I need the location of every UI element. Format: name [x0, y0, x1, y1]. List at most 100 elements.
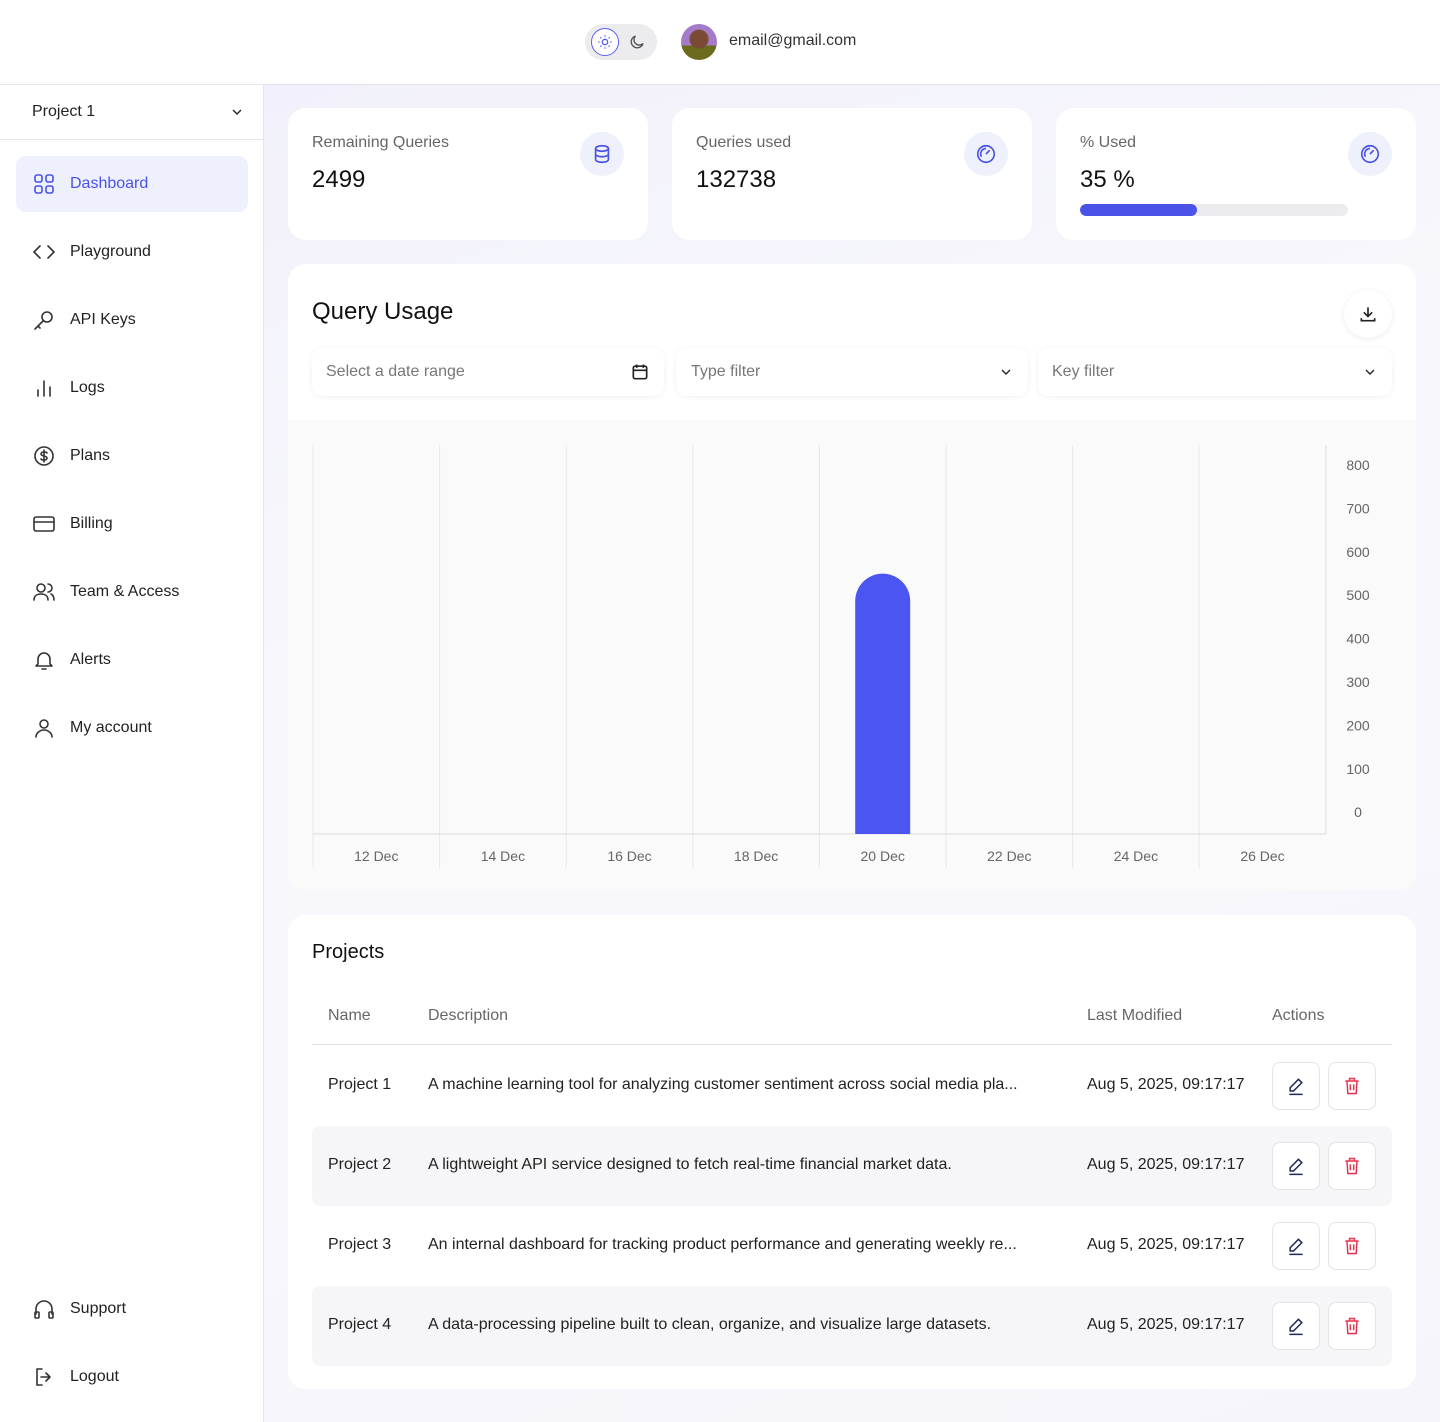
pencil-icon [1289, 1078, 1303, 1096]
sidebar-item-logs[interactable]: Logs [16, 360, 248, 416]
sidebar-item-label: Billing [70, 515, 113, 532]
dollar-circle-icon [34, 446, 54, 466]
header-divider [312, 1044, 1392, 1045]
stat-card: Remaining Queries 2499 [288, 108, 648, 240]
sidebar-item-billing[interactable]: Billing [16, 496, 248, 552]
credit-card-icon [33, 516, 55, 532]
sidebar-item-label: Logs [70, 379, 105, 396]
y-tick-label: 500 [1346, 587, 1370, 603]
y-tick-label: 600 [1346, 544, 1370, 560]
bar [855, 573, 911, 834]
key-filter-placeholder: Key filter [1052, 363, 1115, 380]
y-tick-label: 100 [1346, 761, 1370, 777]
y-tick-label: 800 [1346, 457, 1370, 473]
x-tick-label: 14 Dec [481, 848, 525, 864]
x-tick-label: 18 Dec [734, 848, 778, 864]
project-last-modified: Aug 5, 2025, 09:17:17 [1087, 1156, 1245, 1173]
avatar[interactable] [681, 24, 717, 60]
sidebar-item-label: Dashboard [70, 175, 149, 192]
user-icon [35, 719, 53, 738]
table-row: Project 2 A lightweight API service desig… [312, 1126, 1392, 1206]
code-icon [33, 245, 55, 259]
table-row: Project 1 A machine learning tool for ana… [312, 1046, 1392, 1126]
top-bar: email@gmail.com [0, 0, 1440, 85]
usage-progress-fill [1080, 204, 1198, 216]
sidebar-item-label: Team & Access [70, 583, 180, 600]
gauge-icon [1348, 132, 1392, 176]
headphones-icon [34, 1300, 54, 1319]
query-usage-card: Query Usage Select a date range Type fil… [288, 264, 1416, 890]
table-row: Project 3 An internal dashboard for track… [312, 1206, 1392, 1286]
sidebar-item-label: Playground [70, 243, 151, 260]
sidebar-item-team-access[interactable]: Team & Access [16, 564, 248, 620]
y-tick-label: 0 [1354, 804, 1362, 820]
sidebar: Project 1 Dashboard Playground API Keys Log… [0, 85, 264, 1422]
sidebar-item-label: Plans [70, 447, 111, 464]
sidebar-item-dashboard[interactable]: Dashboard [16, 156, 248, 212]
edit-button[interactable] [1272, 1222, 1320, 1270]
sidebar-item-logout[interactable]: Logout [16, 1349, 248, 1405]
bar-chart-icon [37, 380, 51, 397]
delete-button[interactable] [1328, 1062, 1376, 1110]
y-tick-label: 200 [1346, 717, 1370, 733]
sidebar-item-api-keys[interactable]: API Keys [16, 292, 248, 348]
y-tick-label: 400 [1346, 631, 1370, 647]
trash-icon [1345, 1157, 1359, 1175]
stat-label: % Used [1080, 134, 1137, 151]
delete-button[interactable] [1328, 1302, 1376, 1350]
column-header-description: Description [428, 1007, 509, 1024]
project-description: An internal dashboard for tracking produ… [428, 1236, 1017, 1253]
edit-button[interactable] [1272, 1142, 1320, 1190]
user-email[interactable]: email@gmail.com [729, 32, 857, 49]
theme-toggle[interactable] [585, 24, 657, 60]
sun-icon[interactable] [591, 28, 619, 56]
trash-icon [1345, 1317, 1359, 1335]
edit-button[interactable] [1272, 1302, 1320, 1350]
key-icon [34, 311, 53, 330]
delete-button[interactable] [1328, 1222, 1376, 1270]
stat-card: Queries used 132738 [672, 108, 1032, 240]
sidebar-item-alerts[interactable]: Alerts [16, 632, 248, 688]
sidebar-item-my-account[interactable]: My account [16, 700, 248, 756]
download-button[interactable] [1344, 290, 1392, 338]
stat-value: 35 % [1080, 166, 1135, 193]
project-name: Project 4 [328, 1316, 392, 1333]
sidebar-item-label: Alerts [70, 651, 111, 668]
project-description: A data-processing pipeline built to clea… [428, 1316, 992, 1333]
column-header-actions: Actions [1272, 1007, 1325, 1024]
project-last-modified: Aug 5, 2025, 09:17:17 [1087, 1316, 1245, 1333]
type-filter-placeholder: Type filter [691, 363, 761, 380]
project-description: A lightweight API service designed to fe… [428, 1156, 952, 1173]
edit-button[interactable] [1272, 1062, 1320, 1110]
type-filter-select[interactable]: Type filter [676, 348, 1028, 396]
project-selector-label: Project 1 [32, 103, 96, 120]
stat-card: % Used 35 % [1056, 108, 1416, 240]
x-tick-label: 12 Dec [354, 848, 398, 864]
sidebar-item-support[interactable]: Support [16, 1281, 248, 1337]
users-icon [33, 583, 55, 601]
x-tick-label: 26 Dec [1240, 848, 1284, 864]
stat-value: 2499 [312, 166, 366, 193]
column-header-name: Name [328, 1007, 371, 1024]
sidebar-item-label: Support [70, 1300, 127, 1317]
delete-button[interactable] [1328, 1142, 1376, 1190]
trash-icon [1345, 1237, 1359, 1255]
chevron-down-icon [1001, 369, 1011, 375]
chart-area: 12 Dec 14 Dec 16 Dec 18 Dec 20 Dec 22 Dec 24 D… [288, 420, 1416, 890]
moon-icon[interactable] [625, 30, 649, 54]
sidebar-item-label: Logout [70, 1368, 119, 1385]
date-range-placeholder: Select a date range [326, 363, 465, 380]
project-name: Project 2 [328, 1156, 392, 1173]
gauge-icon [964, 132, 1008, 176]
sidebar-item-plans[interactable]: Plans [16, 428, 248, 484]
key-filter-select[interactable]: Key filter [1038, 348, 1392, 396]
date-range-picker[interactable]: Select a date range [312, 348, 664, 396]
sidebar-item-label: API Keys [70, 311, 136, 328]
pencil-icon [1289, 1318, 1303, 1336]
sidebar-item-playground[interactable]: Playground [16, 224, 248, 280]
logout-icon [36, 1368, 51, 1386]
project-name: Project 1 [328, 1076, 392, 1093]
pencil-icon [1289, 1158, 1303, 1176]
bell-icon [35, 652, 53, 670]
project-selector[interactable]: Project 1 [0, 85, 263, 140]
